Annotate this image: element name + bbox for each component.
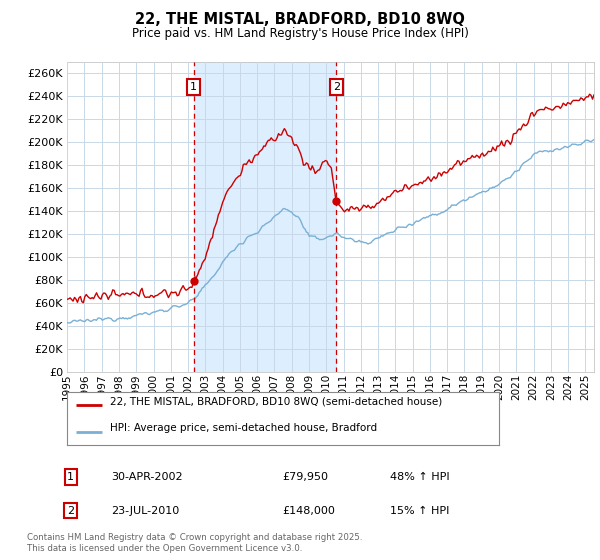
Text: 1: 1 [190, 82, 197, 92]
Text: 48% ↑ HPI: 48% ↑ HPI [390, 472, 449, 482]
Text: £79,950: £79,950 [282, 472, 328, 482]
Text: 22, THE MISTAL, BRADFORD, BD10 8WQ: 22, THE MISTAL, BRADFORD, BD10 8WQ [135, 12, 465, 27]
Text: 15% ↑ HPI: 15% ↑ HPI [390, 506, 449, 516]
Text: 2: 2 [333, 82, 340, 92]
Text: 1: 1 [67, 472, 74, 482]
Text: 30-APR-2002: 30-APR-2002 [111, 472, 182, 482]
Text: 22, THE MISTAL, BRADFORD, BD10 8WQ (semi-detached house): 22, THE MISTAL, BRADFORD, BD10 8WQ (semi… [110, 396, 443, 407]
Text: Contains HM Land Registry data © Crown copyright and database right 2025.
This d: Contains HM Land Registry data © Crown c… [27, 533, 362, 553]
Text: 23-JUL-2010: 23-JUL-2010 [111, 506, 179, 516]
Text: Price paid vs. HM Land Registry's House Price Index (HPI): Price paid vs. HM Land Registry's House … [131, 27, 469, 40]
Bar [194, 62, 336, 372]
Text: HPI: Average price, semi-detached house, Bradford: HPI: Average price, semi-detached house,… [110, 423, 377, 433]
Text: 2: 2 [67, 506, 74, 516]
Text: £148,000: £148,000 [282, 506, 335, 516]
